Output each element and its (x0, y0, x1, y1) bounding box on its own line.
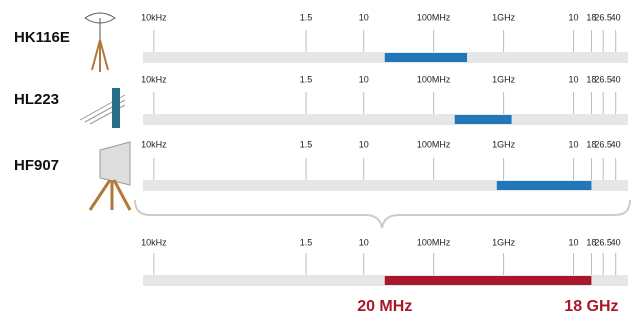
antenna-name: HF907 (14, 157, 59, 174)
tick-label: 40 (611, 74, 621, 84)
antenna-name: HK116E (14, 29, 70, 46)
tick-label: 1.5 (300, 237, 313, 247)
tick-label: 100MHz (417, 12, 451, 22)
track (143, 114, 628, 125)
tick-label: 26.5 (594, 12, 612, 22)
tick-label: 1GHz (492, 12, 516, 22)
tick-label: 10 (569, 237, 579, 247)
range-bar (455, 115, 512, 124)
range-bar (385, 276, 592, 285)
tick-label: 1GHz (492, 139, 516, 149)
antenna-icon (85, 13, 115, 72)
tick-label: 100MHz (417, 74, 451, 84)
tick-label: 1.5 (300, 12, 313, 22)
tick-label: 26.5 (594, 139, 612, 149)
antenna-icon (90, 142, 130, 210)
tick-label: 40 (611, 12, 621, 22)
antenna-icon (80, 88, 125, 128)
page: 10kHz1.510100MHz1GHz101826.540HK116E10kH… (0, 0, 635, 319)
tick-label: 10 (359, 12, 369, 22)
tick-label: 1.5 (300, 74, 313, 84)
tick-label: 100MHz (417, 139, 451, 149)
tick-label: 10kHz (141, 12, 167, 22)
tick-label: 1GHz (492, 74, 516, 84)
antenna-name: HL223 (14, 91, 59, 108)
tick-label: 10 (569, 12, 579, 22)
brace (135, 200, 630, 228)
tick-label: 10 (359, 237, 369, 247)
tick-label: 10kHz (141, 139, 167, 149)
range-bar (497, 181, 592, 190)
tick-label: 10 (569, 139, 579, 149)
tick-label: 10 (359, 139, 369, 149)
tick-label: 1GHz (492, 237, 516, 247)
tick-label: 40 (611, 237, 621, 247)
tick-label: 10kHz (141, 74, 167, 84)
chart: 10kHz1.510100MHz1GHz101826.540HK116E10kH… (0, 0, 635, 319)
tick-label: 40 (611, 139, 621, 149)
tick-label: 100MHz (417, 237, 451, 247)
tick-label: 26.5 (594, 237, 612, 247)
tick-label: 1.5 (300, 139, 313, 149)
tick-label: 10 (359, 74, 369, 84)
tick-label: 26.5 (594, 74, 612, 84)
range-bar (385, 53, 467, 62)
value-label: 18 GHz (564, 298, 618, 315)
tick-label: 10kHz (141, 237, 167, 247)
tick-label: 10 (569, 74, 579, 84)
value-label: 20 MHz (357, 298, 412, 315)
